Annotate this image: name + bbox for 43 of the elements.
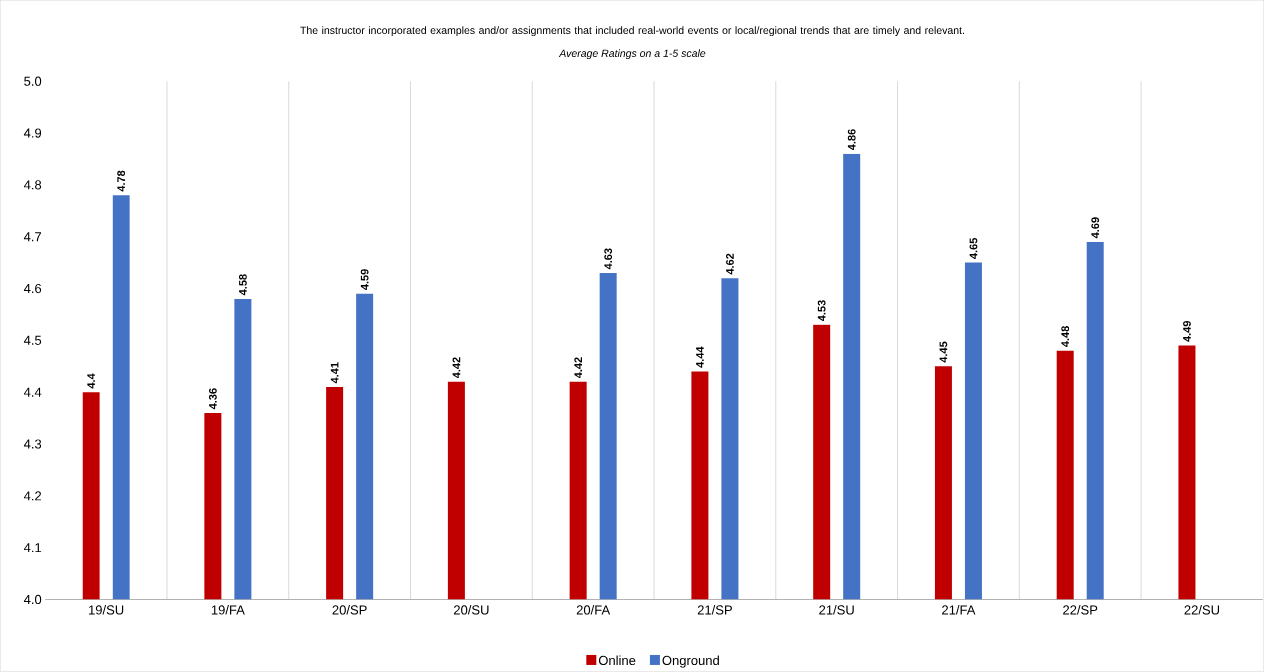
data-label: 4.58 <box>239 274 247 296</box>
y-tick-label: 4.4 <box>23 387 42 397</box>
y-tick-label: 4.8 <box>23 180 42 190</box>
x-tick-label: 20/SU <box>453 605 489 615</box>
y-tick-label: 4.0 <box>23 595 42 605</box>
x-tick-label: 19/SU <box>89 605 124 615</box>
x-tick-label: 22/SP <box>1063 605 1098 615</box>
data-label: 4.42 <box>574 357 582 379</box>
x-tick-label: 20/FA <box>576 605 611 615</box>
data-label: 4.44 <box>696 346 704 368</box>
data-label: 4.48 <box>1061 326 1070 348</box>
x-tick-label: 21/SU <box>819 605 854 615</box>
data-label: 4.36 <box>208 388 217 410</box>
x-tick-label: 21/SP <box>697 605 732 615</box>
data-label: 4.78 <box>117 170 126 192</box>
data-label: 4.45 <box>939 341 948 363</box>
data-label: 4.65 <box>969 238 978 260</box>
data-label: 4.63 <box>604 248 613 270</box>
x-tick-label: 20/SP <box>332 605 367 615</box>
legend-label: Onground <box>662 655 719 668</box>
data-label: 4.62 <box>726 253 734 275</box>
data-label: 4.4 <box>87 373 95 389</box>
y-tick-label: 4.9 <box>23 128 42 138</box>
legend-label: Online <box>598 655 636 666</box>
x-tick-label: 19/FA <box>211 605 245 615</box>
y-tick-label: 4.2 <box>23 491 42 501</box>
data-label: 4.49 <box>1183 321 1191 342</box>
y-tick-label: 5.0 <box>24 76 42 86</box>
data-label: 4.42 <box>452 357 461 379</box>
x-tick-label: 21/FA <box>942 605 976 615</box>
chart-title: The instructor incorporated examples and/or assignments that included real-world events or local/regional trends that are timely and relevant. <box>300 26 964 37</box>
data-label: 4.86 <box>847 129 856 151</box>
y-tick-label: 4.7 <box>23 232 42 242</box>
data-label: 4.41 <box>330 362 339 384</box>
data-label: 4.59 <box>360 269 369 291</box>
y-tick-label: 4.6 <box>23 284 42 294</box>
y-tick-label: 4.1 <box>23 543 42 553</box>
data-label: 4.69 <box>1091 217 1100 239</box>
x-tick-label: 22/SU <box>1184 605 1220 615</box>
chart-subtitle: Average Ratings on a 1-5 scale <box>558 49 706 60</box>
y-tick-label: 4.3 <box>23 439 42 449</box>
y-tick-label: 4.5 <box>23 335 42 346</box>
data-label: 4.53 <box>817 300 826 322</box>
